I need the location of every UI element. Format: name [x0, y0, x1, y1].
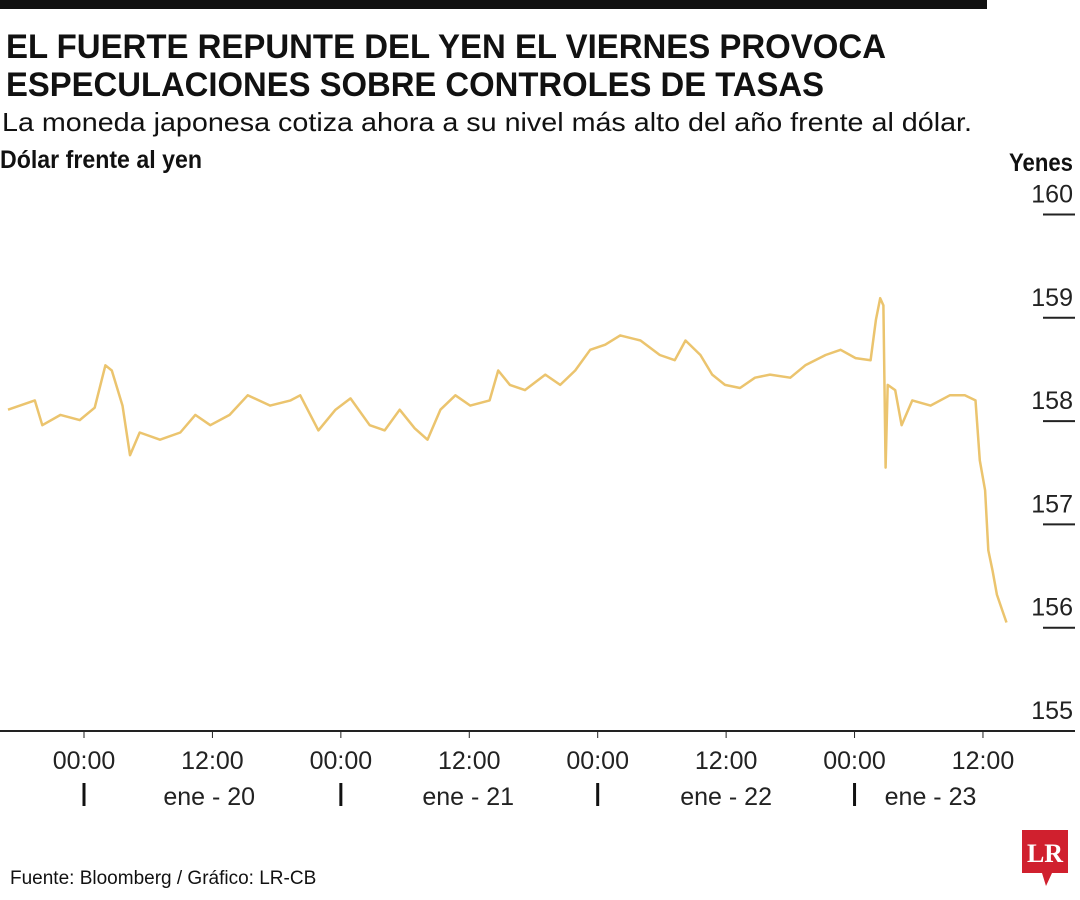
price-line: [7, 296, 1008, 623]
x-tick-label: 12:00: [438, 747, 501, 775]
y-tick-label: 158: [1031, 387, 1073, 415]
x-tick-label: 12:00: [181, 747, 244, 775]
y-tick-label: 157: [1031, 490, 1073, 518]
date-label: ene - 20: [163, 783, 255, 811]
x-tick-label: 00:00: [53, 747, 116, 775]
y-axis-label: Yenes: [1009, 149, 1073, 177]
x-tick-label: 00:00: [566, 747, 629, 775]
logo-text: LR: [1027, 839, 1063, 868]
chart-title: ESPECULACIONES SOBRE CONTROLES DE TASAS: [6, 66, 824, 104]
y-tick-label: 159: [1031, 284, 1073, 312]
x-tick-label: 00:00: [310, 747, 373, 775]
logo: LR: [1022, 830, 1068, 886]
top-bar: [0, 0, 987, 9]
y-tick-label: 156: [1031, 594, 1073, 622]
x-tick-label: 12:00: [952, 747, 1015, 775]
x-tick-label: 00:00: [823, 747, 886, 775]
subtitle: La moneda japonesa cotiza ahora a su niv…: [2, 107, 972, 137]
y-tick-label: 160: [1031, 181, 1073, 209]
source: Fuente: Bloomberg / Gráfico: LR-CB: [10, 868, 316, 889]
series-label: Dólar frente al yen: [0, 146, 202, 174]
chart-title: EL FUERTE REPUNTE DEL YEN EL VIERNES PRO…: [6, 28, 886, 66]
x-tick-label: 12:00: [695, 747, 758, 775]
date-label: ene - 22: [680, 783, 772, 811]
date-label: ene - 21: [422, 783, 514, 811]
date-label: ene - 23: [885, 783, 977, 811]
y-tick-label: 155: [1031, 697, 1073, 725]
